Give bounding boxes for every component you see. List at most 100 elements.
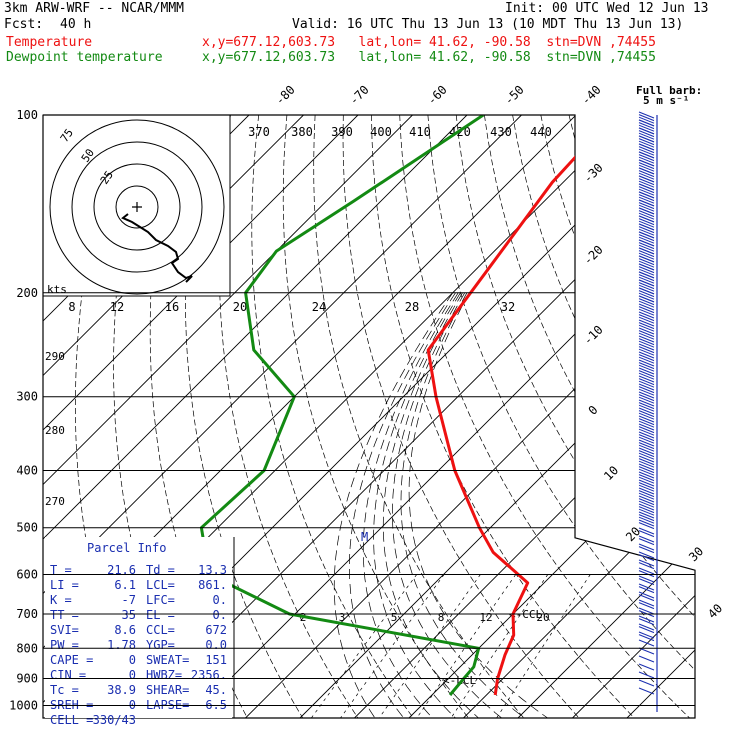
wind-barb-feather: [638, 404, 655, 412]
init-time: Init: 00 UTC Wed 12 Jun 13: [505, 1, 709, 16]
wind-barb-feather: [638, 370, 655, 378]
wind-barb-feather: [638, 295, 655, 303]
wind-barb-feather: [638, 188, 655, 196]
wind-barb-feather: [638, 431, 655, 439]
wind-barb-feather: [638, 687, 655, 695]
hodograph-center-marker: [132, 202, 142, 212]
temperature-profile-line: [426, 115, 616, 696]
isotherm-tick-label: 20: [623, 524, 643, 544]
mixing-ratio-label: 3: [339, 611, 346, 624]
isotherm-tick-label: -80: [273, 83, 298, 108]
wind-barb-feather: [638, 348, 655, 356]
wind-barb-feather: [638, 415, 655, 423]
wind-barb-feather: [638, 599, 655, 607]
wind-barb-feather: [638, 476, 655, 484]
wind-barb: [638, 511, 655, 524]
wind-barb: [638, 639, 655, 647]
pressure-tick-label: 800: [16, 641, 38, 655]
wind-barb-feather: [638, 439, 655, 447]
wind-barb-feather: [638, 220, 655, 228]
wind-barb: [638, 671, 655, 679]
wind-barb-feather: [638, 434, 655, 442]
dry-adiabat-line: [399, 115, 690, 718]
wind-barb: [638, 687, 655, 695]
wind-barb-feather: [638, 164, 655, 172]
wind-barb-feather: [638, 388, 655, 396]
speed-tick-label: 24: [312, 300, 326, 314]
wind-barb-feather: [638, 407, 655, 415]
parcel-field-value: 861.: [198, 578, 227, 592]
wind-barb-feather: [638, 143, 655, 151]
wind-barb-feather: [638, 527, 655, 535]
wind-barb: [638, 527, 655, 538]
wind-barb-feather: [638, 647, 655, 655]
hodograph-kts-label: kts: [47, 283, 67, 296]
parcel-field-label: SWEAT=: [146, 653, 189, 667]
wind-barb-feather: [638, 146, 655, 154]
wind-barb: [638, 455, 655, 468]
wind-barb-feather: [638, 135, 655, 143]
wind-barb-feather: [638, 543, 655, 551]
wind-barb-feather: [638, 300, 655, 308]
wind-barb-feather: [638, 159, 655, 167]
dry-adiabat-line: [710, 115, 740, 718]
wind-barb-feather: [638, 615, 655, 623]
wind-barb-feather: [638, 586, 655, 594]
wind-barb-feather: [638, 196, 655, 204]
parcel-field-label: YGP=: [146, 638, 175, 652]
parcel-field-label: LI =: [50, 578, 79, 592]
wind-barb-feather: [638, 567, 655, 575]
wind-barb-feather: [638, 226, 655, 234]
wind-barb-feather: [638, 346, 655, 354]
parcel-field-value: 0.: [213, 593, 227, 607]
moist-adiabat-line: [382, 292, 479, 718]
wind-barb-feather: [638, 623, 655, 631]
parcel-field-value: 0.0: [205, 638, 227, 652]
wind-barb-feather: [638, 338, 655, 346]
wind-barb-feather: [638, 428, 655, 436]
wind-barb-feather: [638, 530, 655, 538]
wind-barb-feather: [638, 546, 655, 554]
forecast-hours: 40 h: [60, 17, 92, 32]
wind-barb-feather: [638, 559, 655, 567]
wind-barb-feather: [638, 287, 655, 295]
wind-barb-feather: [638, 378, 655, 386]
wind-barb: [638, 327, 655, 340]
wind-barb-feather: [638, 314, 655, 322]
wind-barb-feather: [638, 119, 655, 127]
wind-barb-feather: [638, 575, 655, 583]
wind-barb-feather: [638, 554, 655, 562]
pressure-tick-label: 700: [16, 607, 38, 621]
valid-time: Valid: 16 UTC Thu 13 Jun 13 (10 MDT Thu …: [292, 17, 684, 32]
wind-barb-feather: [638, 444, 655, 452]
wind-barb-feather: [638, 500, 655, 508]
wind-barb: [638, 663, 655, 671]
forecast-label: Fcst:: [4, 17, 44, 32]
wind-barb-feather: [638, 311, 655, 319]
wind-barb-feather: [638, 282, 655, 290]
wind-barb-feather: [638, 154, 655, 162]
wind-barb: [638, 575, 655, 586]
wind-barb-feather: [638, 210, 655, 218]
pressure-tick-label: 900: [16, 671, 38, 685]
wind-barb-feather: [638, 212, 655, 220]
wind-barb: [638, 431, 655, 444]
wind-barb-feather: [638, 367, 655, 375]
isotherm-tick-label: -60: [425, 83, 450, 108]
wind-barb: [638, 463, 655, 476]
isotherm-tick-label: -20: [581, 243, 606, 268]
wind-barb-feather: [638, 466, 655, 474]
dry-adiabat-line: [218, 115, 359, 718]
wind-barb-feather: [638, 372, 655, 380]
speed-tick-label: 8: [68, 300, 75, 314]
parcel-field-value: 2356.: [191, 668, 227, 682]
wind-barb-feather: [638, 380, 655, 388]
wind-barb-feather: [638, 271, 655, 279]
parcel-field-label: HWBZ=: [146, 668, 182, 682]
wind-barb: [638, 375, 655, 388]
wind-barb-feather: [638, 626, 655, 634]
isotherm-tick-label: 0: [586, 403, 601, 418]
wind-barb-feather: [638, 292, 655, 300]
wind-barb-feather: [638, 111, 655, 119]
wind-barb-feather: [638, 359, 655, 367]
